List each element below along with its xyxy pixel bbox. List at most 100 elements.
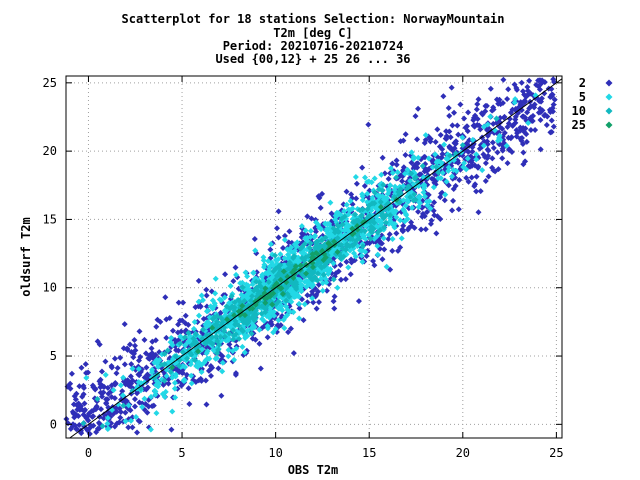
x-axis-label: OBS T2m (288, 463, 339, 477)
data-point (475, 96, 482, 103)
data-point (408, 219, 415, 226)
data-point (520, 149, 527, 156)
data-point (214, 318, 221, 325)
data-point (280, 316, 287, 323)
data-point (244, 283, 251, 290)
data-point (294, 292, 301, 299)
y-tick-label: 20 (43, 144, 57, 158)
data-point (265, 278, 272, 285)
data-point (213, 333, 220, 340)
data-point (207, 372, 214, 379)
data-point (500, 76, 507, 83)
data-point (204, 348, 211, 355)
data-point (485, 147, 492, 154)
data-point (548, 117, 555, 124)
data-point (137, 354, 144, 361)
data-point (420, 185, 427, 192)
data-point (281, 232, 288, 239)
data-point (489, 139, 496, 146)
data-point (253, 284, 260, 291)
data-point (128, 361, 135, 368)
data-point (446, 112, 453, 119)
data-point (241, 298, 248, 305)
data-point (231, 299, 238, 306)
data-point (172, 394, 179, 401)
data-point (85, 369, 92, 376)
data-point (328, 210, 335, 217)
data-point (225, 353, 232, 360)
data-point (119, 388, 126, 395)
data-point (298, 223, 305, 230)
data-point (377, 181, 384, 188)
data-point (397, 217, 404, 224)
data-point (455, 131, 462, 138)
data-point (463, 174, 470, 181)
data-point (192, 304, 199, 311)
data-point (290, 350, 297, 357)
data-point (343, 241, 350, 248)
data-point (466, 163, 473, 170)
data-point (99, 423, 106, 430)
data-point (253, 269, 260, 276)
data-point (330, 276, 337, 283)
data-point (361, 227, 368, 234)
legend-marker-2 (605, 79, 613, 87)
data-point (115, 401, 122, 408)
data-point (522, 125, 529, 132)
data-point (80, 391, 87, 398)
data-points (63, 76, 558, 437)
data-point (343, 258, 350, 265)
data-point (504, 95, 511, 102)
data-point (427, 205, 434, 212)
data-point (169, 342, 176, 349)
data-point (249, 305, 256, 312)
data-point (361, 218, 368, 225)
data-point (505, 86, 512, 93)
data-point (378, 240, 385, 247)
data-point (475, 209, 482, 216)
data-point (88, 408, 95, 415)
legend-label-10: 10 (572, 104, 586, 118)
data-point (98, 368, 105, 375)
data-point (399, 178, 406, 185)
data-point (216, 296, 223, 303)
data-point (239, 343, 246, 350)
data-point (378, 212, 385, 219)
data-point (163, 316, 170, 323)
data-point (124, 377, 131, 384)
data-point (314, 238, 321, 245)
data-point (459, 142, 466, 149)
data-point (482, 160, 489, 167)
data-point (272, 252, 279, 259)
data-point (533, 81, 540, 88)
data-point (353, 180, 360, 187)
data-point (413, 160, 420, 167)
data-point (335, 210, 342, 217)
data-point (236, 335, 243, 342)
data-point (449, 207, 456, 214)
data-point (352, 211, 359, 218)
data-point (382, 219, 389, 226)
data-point (250, 269, 257, 276)
data-point (219, 317, 226, 324)
data-point (414, 179, 421, 186)
data-point (142, 350, 149, 357)
data-point (387, 212, 394, 219)
data-point (214, 338, 221, 345)
axis-ticks: 0 5 10 15 20 25 0 5 10 15 20 25 (43, 76, 564, 460)
data-point (323, 225, 330, 232)
data-point (125, 424, 132, 431)
data-point (81, 400, 88, 407)
data-point (321, 263, 328, 270)
data-point (314, 270, 321, 277)
data-point (104, 426, 111, 433)
data-point (315, 193, 322, 200)
data-point (225, 347, 232, 354)
data-point (68, 370, 75, 377)
y-tick-label: 15 (43, 212, 57, 226)
data-point (117, 354, 124, 361)
data-point (114, 364, 121, 371)
data-point (340, 253, 347, 260)
data-point (473, 151, 480, 158)
data-point (279, 290, 286, 297)
